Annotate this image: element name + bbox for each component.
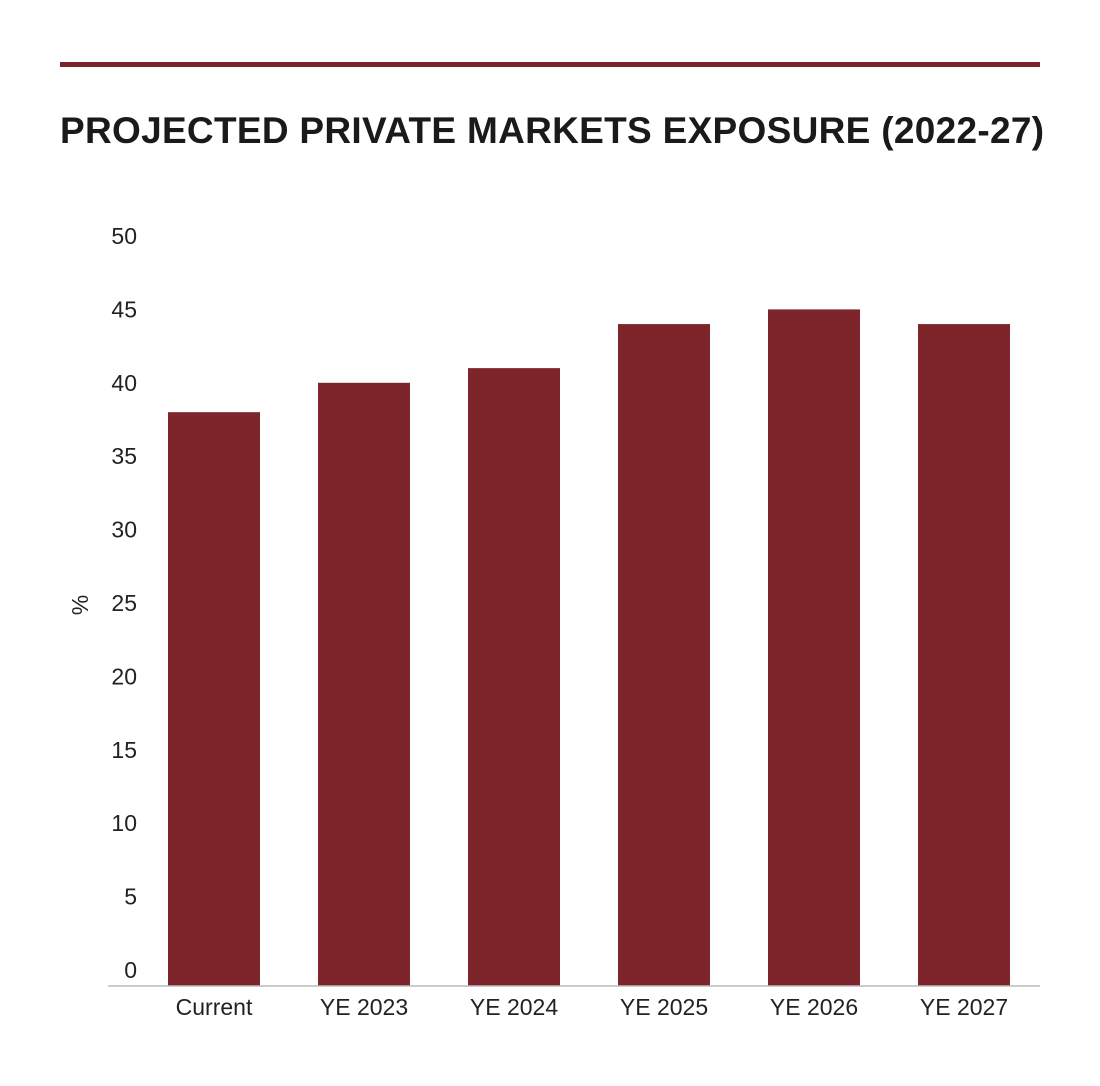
y-tick-label: 35 <box>111 443 137 469</box>
x-tick-label: YE 2026 <box>770 994 858 1020</box>
y-axis-label: % <box>67 595 93 615</box>
x-tick-label: YE 2024 <box>470 994 558 1020</box>
x-tick-label: Current <box>176 994 253 1020</box>
y-tick-label: 15 <box>111 737 137 763</box>
bar <box>768 309 860 986</box>
chart-title: PROJECTED PRIVATE MARKETS EXPOSURE (2022… <box>60 110 1045 151</box>
x-tick-label: YE 2027 <box>920 994 1008 1020</box>
y-tick-label: 20 <box>111 663 137 689</box>
y-tick-label: 0 <box>124 957 137 983</box>
y-tick-label: 50 <box>111 223 137 249</box>
bar <box>468 368 560 986</box>
y-tick-label: 10 <box>111 810 137 836</box>
bar <box>918 324 1010 987</box>
bar <box>318 382 410 986</box>
y-tick-label: 45 <box>111 296 137 322</box>
bar <box>168 412 260 986</box>
x-tick-label: YE 2025 <box>620 994 708 1020</box>
y-tick-label: 40 <box>111 370 137 396</box>
y-tick-label: 30 <box>111 517 137 543</box>
bar <box>618 324 710 987</box>
x-tick-label: YE 2023 <box>320 994 408 1020</box>
y-tick-label: 5 <box>124 884 137 910</box>
top-rule <box>60 62 1040 67</box>
y-tick-label: 25 <box>111 590 137 616</box>
